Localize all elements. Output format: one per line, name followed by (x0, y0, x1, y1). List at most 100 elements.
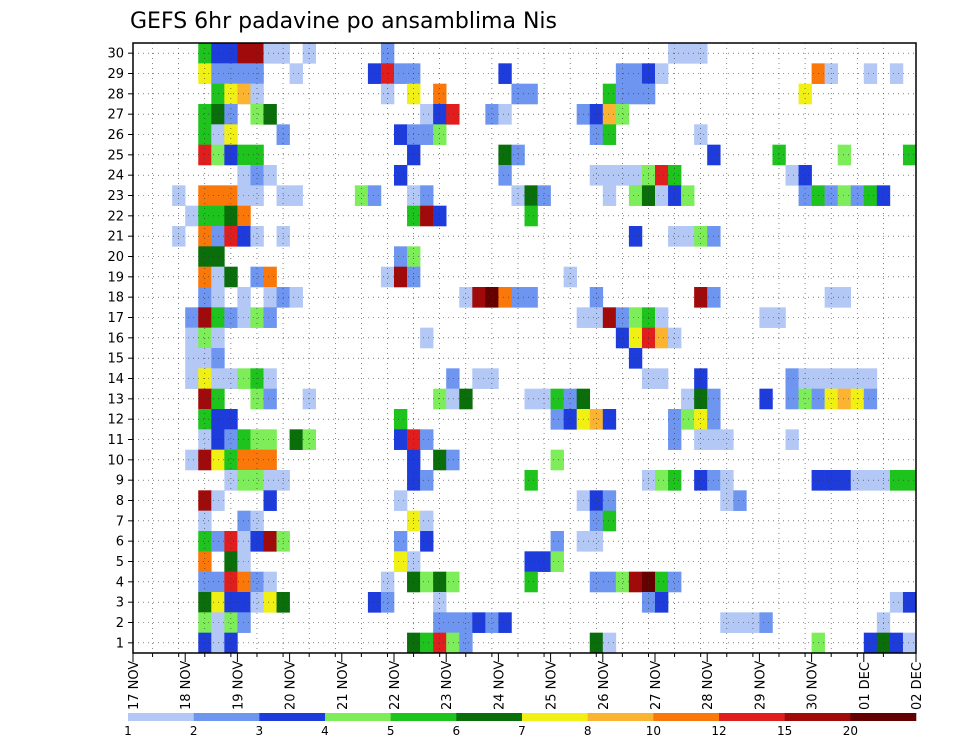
precip-cell (720, 470, 734, 491)
precip-cell (211, 612, 225, 633)
y-tick-label: 16 (107, 331, 124, 346)
precip-cell (681, 388, 695, 410)
precip-cell (589, 490, 604, 511)
y-tick-label: 3 (116, 596, 124, 611)
y-tick-label: 4 (116, 575, 124, 590)
precip-cell (250, 307, 264, 328)
precip-cell (772, 307, 786, 328)
precip-cell (498, 63, 512, 84)
precip-cell (602, 307, 617, 328)
precip-cell (250, 185, 264, 206)
precip-cell (237, 287, 251, 308)
precip-cell (446, 449, 460, 471)
precip-cell (237, 510, 251, 532)
precip-cell (237, 470, 251, 491)
precip-cell (224, 571, 238, 593)
precip-cell (420, 327, 434, 349)
precip-cell (589, 571, 604, 593)
y-tick-label: 18 (107, 291, 124, 306)
precip-cell (589, 307, 604, 328)
precip-cell (237, 612, 251, 633)
precip-cell (694, 409, 708, 430)
y-tick-label: 25 (107, 148, 124, 163)
precip-cell (367, 185, 382, 206)
x-tick-label: 01 DEC (858, 662, 873, 710)
y-tick-label: 22 (107, 209, 124, 224)
precip-cell (824, 287, 838, 308)
chart-title: GEFS 6hr padavine po ansamblima Nis (130, 9, 557, 34)
precip-cell (237, 449, 251, 471)
y-tick-label: 29 (107, 67, 124, 82)
precip-cell (394, 246, 408, 267)
precip-cell (237, 144, 251, 166)
precip-cell (681, 226, 695, 247)
precip-cell (433, 592, 447, 613)
precip-cell (394, 63, 408, 84)
precip-cell (446, 368, 460, 389)
precip-cell (524, 388, 538, 410)
precip-cell (394, 429, 408, 450)
precip-cell (446, 612, 460, 633)
precip-cell (733, 490, 747, 511)
precip-cell (367, 592, 382, 613)
precip-cell (655, 368, 669, 389)
precip-cell (420, 205, 434, 227)
precip-cell (602, 124, 617, 145)
y-tick-label: 28 (107, 87, 124, 102)
precip-cell (889, 470, 904, 491)
colorbar-label: 8 (584, 724, 592, 738)
precip-cell (863, 368, 878, 389)
precip-cell (798, 165, 812, 186)
precip-cell (198, 571, 212, 593)
precip-cell (889, 592, 904, 613)
precip-cell (589, 632, 604, 654)
precip-cell (889, 632, 904, 654)
precip-cell (759, 388, 773, 410)
precip-cell (380, 592, 395, 613)
precip-cell (263, 266, 277, 288)
precip-cell (250, 510, 264, 532)
precip-cell (498, 104, 512, 125)
y-tick-label: 19 (107, 270, 124, 285)
x-tick-label: 21 NOV (336, 661, 351, 710)
precip-cell (198, 246, 212, 267)
precip-cell (211, 348, 225, 369)
precip-cell (237, 205, 251, 227)
precip-cell (733, 612, 747, 633)
precip-cell (185, 449, 199, 471)
precip-cell (694, 470, 708, 491)
precip-cell (433, 571, 447, 593)
precip-cell (224, 612, 238, 633)
precip-cell (185, 368, 199, 389)
precip-cell (459, 632, 473, 654)
precip-cell (628, 83, 643, 105)
y-tick-label: 27 (107, 108, 124, 123)
precip-cell (433, 612, 447, 633)
colorbar-swatch (325, 713, 391, 721)
precip-cell (668, 327, 682, 349)
precip-cell (524, 551, 538, 572)
precip-cell (902, 144, 917, 166)
precip-cell (250, 470, 264, 491)
precip-cell (237, 43, 251, 64)
x-tick-label: 25 NOV (545, 661, 560, 710)
colorbar-label: 4 (321, 724, 329, 738)
precip-cell (433, 632, 447, 654)
precip-cell (302, 429, 316, 450)
precip-cell (224, 449, 238, 471)
x-tick-label: 28 NOV (701, 661, 716, 710)
precip-cell (668, 470, 682, 491)
precip-cell (824, 470, 838, 491)
y-tick-label: 13 (107, 392, 124, 407)
precip-cell (250, 571, 264, 593)
precip-cell (224, 307, 238, 328)
precip-cell (198, 409, 212, 430)
precip-cell (263, 388, 277, 410)
precip-cell (224, 429, 238, 450)
precip-cell (485, 287, 499, 308)
precip-cell (198, 490, 212, 511)
y-tick-label: 8 (116, 494, 124, 509)
precip-cell (250, 592, 264, 613)
x-axis: 17 NOV 18 NOV 19 NOV 20 NOV 21 NOV 22 NOV 23 N… (127, 653, 925, 710)
precip-cell (902, 632, 917, 654)
